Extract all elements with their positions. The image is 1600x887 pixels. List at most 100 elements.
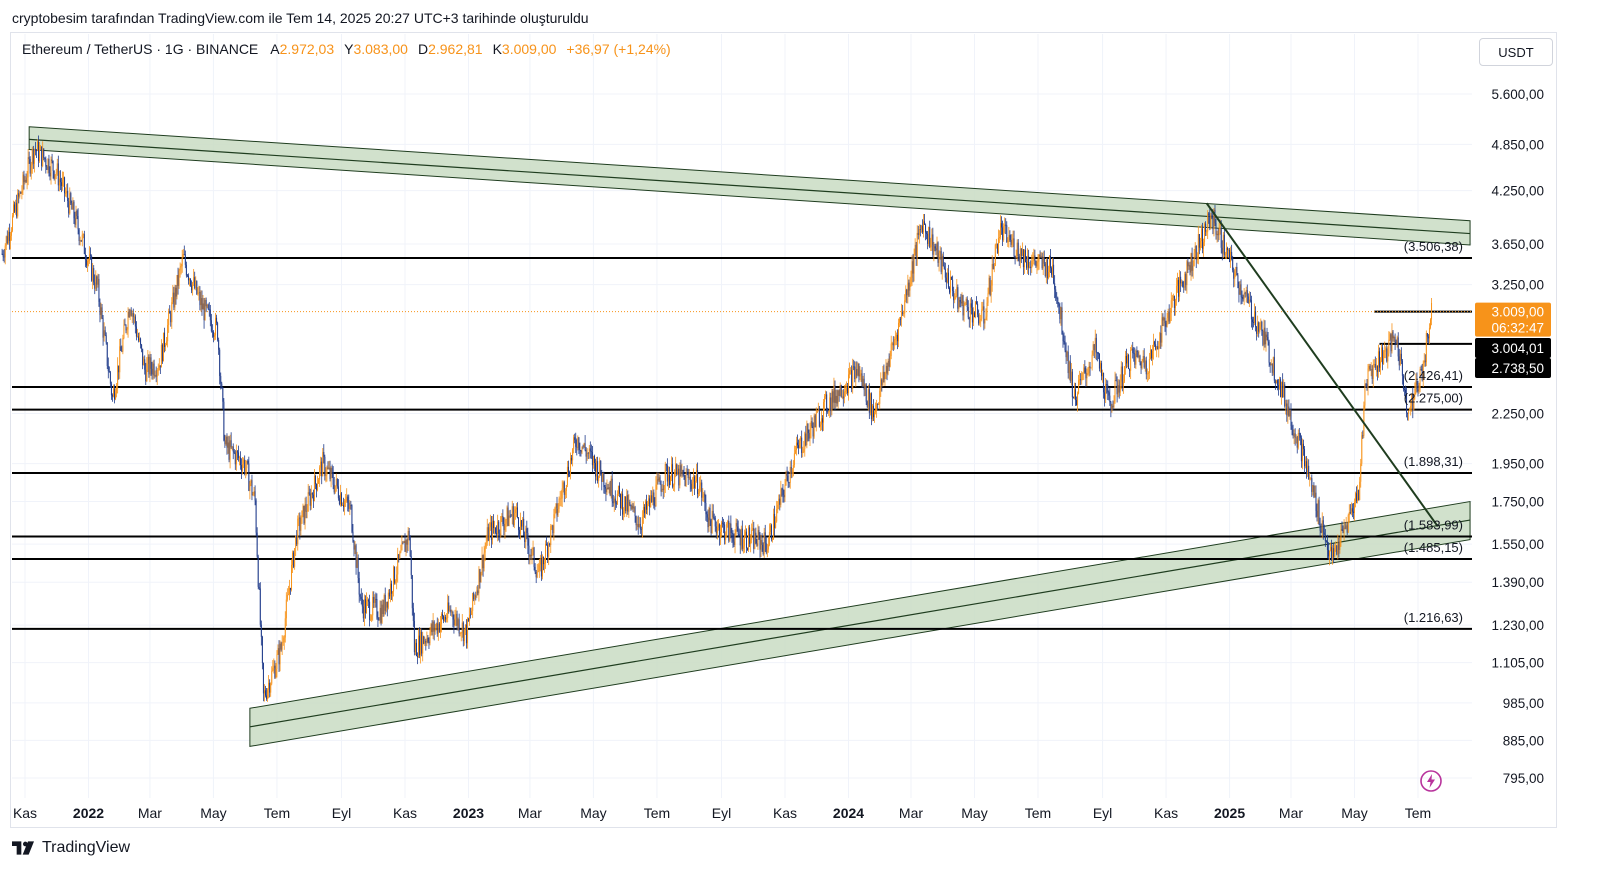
candle-body (852, 366, 854, 389)
level-label: (2.275,00) (1404, 391, 1463, 406)
candle-body (851, 370, 853, 389)
candle-body (1015, 255, 1017, 257)
candle-body (488, 527, 490, 541)
candle-body (268, 682, 270, 690)
candle-body (195, 280, 197, 289)
candle-body (814, 415, 816, 428)
candle-body (874, 411, 876, 418)
candle-body (1345, 525, 1347, 529)
candle-body (899, 318, 901, 323)
candle-body (1298, 433, 1300, 435)
candle-body (1350, 508, 1352, 514)
candle-body (244, 459, 246, 472)
candle-body (156, 370, 158, 377)
candle-body (825, 394, 827, 397)
time-tick-label: 2025 (1214, 805, 1245, 821)
price-tick-label: 885,00 (1503, 733, 1544, 748)
candle-body (549, 543, 551, 546)
candle-body (865, 384, 867, 402)
candle-body (379, 607, 381, 620)
candle-body (1008, 235, 1010, 241)
candle-body (123, 324, 125, 338)
candle-body (810, 421, 812, 430)
candle-body (993, 265, 995, 269)
candle-body (1095, 337, 1097, 353)
candle-body (170, 313, 172, 323)
time-tick-label: May (961, 805, 987, 821)
candle-body (706, 514, 708, 518)
candle-body (1333, 548, 1335, 557)
candle-body (1137, 351, 1139, 357)
candle-body (359, 594, 361, 597)
candle-body (1018, 256, 1020, 262)
candle-body (208, 309, 210, 310)
candle-body (281, 642, 283, 650)
candle-body (1234, 272, 1236, 279)
candle-body (1014, 255, 1016, 257)
flash-icon[interactable] (1419, 769, 1443, 793)
candle-body (1369, 365, 1371, 370)
candle-body (717, 524, 719, 528)
candle-body (654, 505, 656, 507)
time-axis: Kas 2022 Mar May Tem Eyl Kas 2023 Mar May Tem Eyl Ka… (13, 805, 1431, 821)
candle-body (1314, 492, 1316, 498)
candle-body (466, 618, 468, 644)
candle-body (50, 159, 52, 177)
candle-body (1334, 551, 1336, 557)
candle-body (484, 547, 486, 553)
candle-body (1063, 341, 1065, 342)
candle-body (154, 374, 156, 376)
time-tick-label: Tem (644, 805, 670, 821)
candle-body (584, 443, 586, 450)
candle-body (43, 148, 45, 158)
candle-body (1320, 530, 1322, 533)
candle-body (374, 598, 376, 603)
candle-body (612, 501, 614, 504)
candle-body (1229, 249, 1231, 262)
candle-body (560, 498, 562, 500)
candle-body (10, 230, 12, 236)
candle-body (320, 461, 322, 468)
candle-body (989, 277, 991, 295)
candle-body (1249, 299, 1251, 301)
candle-body (28, 157, 30, 160)
candle-body (1380, 361, 1382, 368)
candle-body (733, 541, 735, 545)
candle-body (288, 587, 290, 595)
candle-body (1184, 273, 1186, 288)
candle-body (297, 518, 299, 545)
candle-body (1270, 363, 1272, 366)
candle-body (1140, 362, 1142, 369)
candle-body (1220, 227, 1222, 248)
candle-body (700, 482, 702, 486)
candle-body (759, 534, 761, 550)
candle-body (1287, 406, 1289, 416)
candle-body (264, 690, 266, 696)
candle-body (444, 616, 446, 621)
candle-body (937, 242, 939, 263)
candle-body (1376, 365, 1378, 372)
candle-body (99, 301, 101, 315)
candle-body (209, 309, 211, 321)
currency-selector[interactable]: USDT (1479, 38, 1553, 66)
candle-body (711, 510, 713, 534)
candle-body (1373, 363, 1375, 365)
candle-body (1217, 233, 1219, 236)
candle-body (471, 610, 473, 615)
candle-body (896, 334, 898, 342)
candle-body (283, 637, 285, 643)
symbol-name[interactable]: Ethereum / TetherUS · 1G · BINANCE (22, 41, 259, 57)
candle-body (580, 450, 582, 453)
candle-body (1289, 409, 1291, 417)
candle-body (528, 545, 530, 557)
footer-brand[interactable]: TradingView (12, 839, 130, 857)
candle-body (1355, 493, 1357, 503)
candle-body (201, 298, 203, 310)
candle-body (1225, 248, 1227, 255)
candle-body (1183, 286, 1185, 288)
candle-body (829, 397, 831, 411)
candle-body (91, 256, 93, 281)
candle-body (382, 604, 384, 615)
candle-body (789, 466, 791, 483)
